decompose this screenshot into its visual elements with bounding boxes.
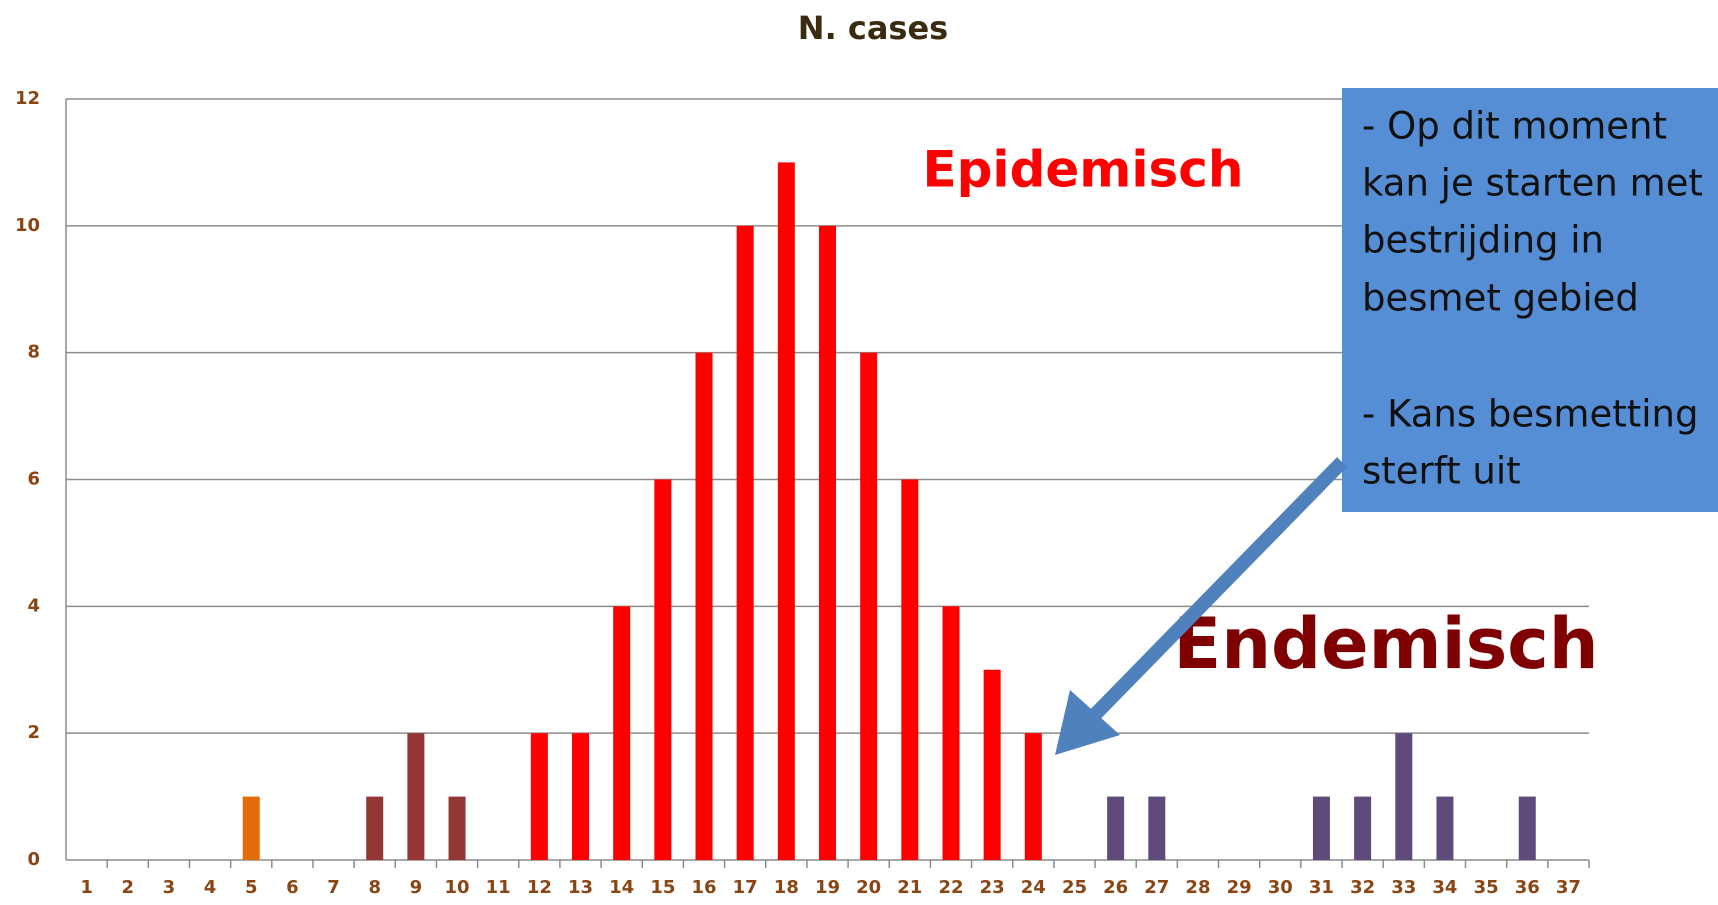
x-tick-label: 9 — [410, 877, 423, 898]
callout-line: - Op dit moment — [1362, 105, 1667, 148]
callout-text: - Op dit moment kan je starten met bestrij… — [1362, 105, 1703, 493]
x-tick-label: 34 — [1432, 877, 1457, 898]
x-tick-label: 37 — [1556, 877, 1581, 898]
annotation-endemic: Endemisch — [1173, 603, 1598, 685]
bar — [366, 796, 384, 860]
bar — [1518, 796, 1536, 860]
bar — [777, 162, 795, 860]
y-tick-label: 12 — [15, 88, 40, 109]
x-tick-label: 24 — [1021, 877, 1046, 898]
bar — [1436, 796, 1454, 860]
y-tick-label: 4 — [27, 595, 40, 616]
arrow-shaft — [1069, 457, 1348, 740]
bar — [1148, 796, 1166, 860]
bar — [983, 669, 1001, 860]
x-tick-label: 22 — [938, 877, 963, 898]
x-tick-label: 3 — [163, 877, 176, 898]
callout-line: kan je starten met — [1362, 162, 1703, 205]
callout-line: sterft uit — [1362, 450, 1521, 493]
x-tick-label: 15 — [650, 877, 675, 898]
y-tick-label: 8 — [27, 342, 40, 363]
arrow-head — [1055, 690, 1120, 755]
x-tick-label: 19 — [815, 877, 840, 898]
bar — [901, 479, 919, 860]
callout-line: bestrijding in — [1362, 219, 1604, 262]
x-tick-label: 32 — [1350, 877, 1375, 898]
x-tick-label: 30 — [1268, 877, 1293, 898]
x-tick-label: 31 — [1309, 877, 1334, 898]
x-tick-label: 27 — [1144, 877, 1169, 898]
x-tick-label: 11 — [486, 877, 511, 898]
bar — [736, 225, 754, 861]
x-tick-label: 18 — [774, 877, 799, 898]
x-tick-label: 14 — [609, 877, 634, 898]
bar — [242, 796, 260, 860]
bar — [1024, 733, 1042, 860]
bar — [1354, 796, 1372, 860]
x-tick-label: 21 — [897, 877, 922, 898]
callout-line: - Kans besmetting — [1362, 393, 1698, 436]
bar — [448, 796, 466, 860]
bar — [860, 352, 878, 860]
y-tick-label: 10 — [15, 215, 40, 236]
bar — [654, 479, 672, 860]
x-tick-label: 12 — [527, 877, 552, 898]
y-tick-label: 0 — [27, 849, 40, 870]
x-tick-label: 26 — [1103, 877, 1128, 898]
x-tick-label: 10 — [445, 877, 470, 898]
x-tick-label: 36 — [1515, 877, 1540, 898]
bar — [613, 606, 631, 860]
callout-line: besmet gebied — [1362, 277, 1639, 320]
annotation-epidemic: Epidemisch — [922, 141, 1243, 199]
x-tick-label: 17 — [733, 877, 758, 898]
x-tick-label: 8 — [368, 877, 381, 898]
x-tick-label: 2 — [121, 877, 134, 898]
x-tick-label: 35 — [1474, 877, 1499, 898]
x-tick-label: 23 — [980, 877, 1005, 898]
x-tick-label: 5 — [245, 877, 258, 898]
x-tick-label: 20 — [856, 877, 881, 898]
bar — [695, 352, 713, 860]
bar — [1107, 796, 1125, 860]
x-tick-label: 1 — [80, 877, 93, 898]
x-tick-label: 7 — [327, 877, 340, 898]
x-tick-label: 28 — [1185, 877, 1210, 898]
bar — [407, 733, 425, 860]
chart-title: N. cases — [798, 9, 948, 47]
bar — [572, 733, 590, 860]
bar — [942, 606, 960, 860]
bar — [1395, 733, 1413, 860]
callout-box — [1342, 88, 1718, 512]
y-tick-label: 6 — [27, 469, 40, 490]
x-tick-label: 13 — [568, 877, 593, 898]
y-tick-label: 2 — [27, 722, 40, 743]
x-tick-label: 16 — [691, 877, 716, 898]
bar — [819, 225, 836, 861]
bar — [530, 733, 548, 860]
x-tick-label: 4 — [204, 877, 217, 898]
x-tick-label: 6 — [286, 877, 299, 898]
x-tick-label: 29 — [1227, 877, 1252, 898]
x-tick-label: 33 — [1391, 877, 1416, 898]
x-tick-label: 25 — [1062, 877, 1087, 898]
bar — [1312, 796, 1330, 860]
